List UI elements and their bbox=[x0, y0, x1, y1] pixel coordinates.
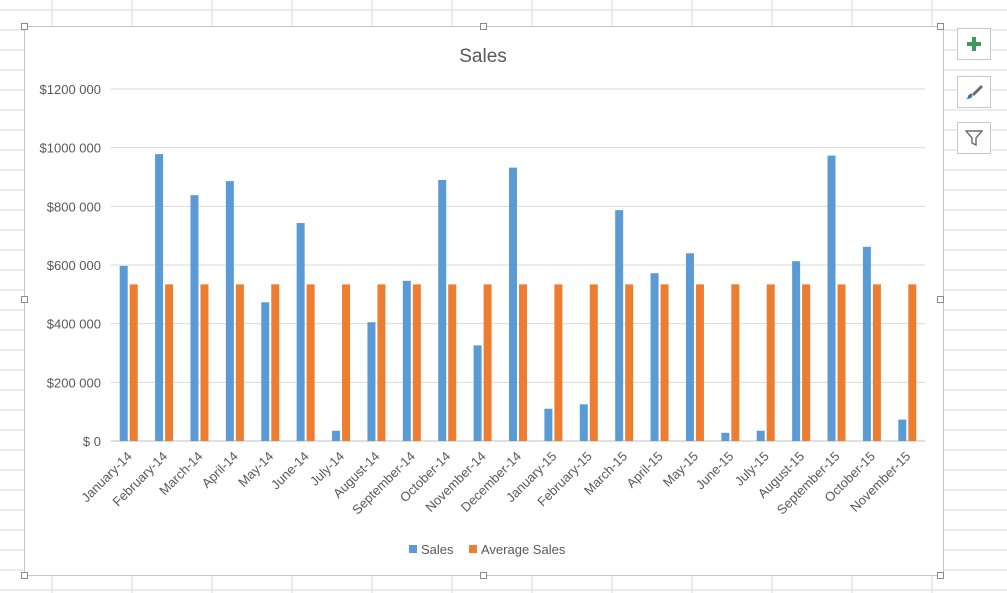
bar-sales[interactable] bbox=[190, 195, 199, 441]
plus-icon bbox=[967, 37, 981, 51]
bar-sales[interactable] bbox=[473, 345, 482, 441]
legend: Sales Average Sales bbox=[409, 542, 566, 557]
bar-sales[interactable] bbox=[898, 419, 907, 441]
bar-sales[interactable] bbox=[367, 322, 376, 441]
bar-average-sales[interactable] bbox=[342, 284, 351, 441]
y-tick-label: $1200 000 bbox=[40, 82, 101, 97]
chart-area[interactable]: $ 0 $200 000 $400 000 $600 000 $800 000 $1000… bbox=[24, 26, 944, 576]
chart-elements-button[interactable] bbox=[957, 28, 991, 60]
bar-average-sales[interactable] bbox=[731, 284, 740, 441]
bar-sales[interactable] bbox=[332, 430, 341, 441]
x-tick-label: April-15 bbox=[623, 449, 665, 491]
bar-average-sales[interactable] bbox=[589, 284, 598, 441]
resize-handle[interactable] bbox=[937, 23, 944, 30]
x-tick-label: June-15 bbox=[693, 449, 737, 493]
bars bbox=[119, 154, 917, 441]
legend-swatch bbox=[469, 545, 477, 553]
legend-label: Average Sales bbox=[481, 542, 566, 557]
legend-label: Sales bbox=[421, 542, 454, 557]
bar-average-sales[interactable] bbox=[519, 284, 527, 441]
x-tick-label: April-14 bbox=[199, 449, 241, 491]
bar-average-sales[interactable] bbox=[129, 284, 138, 441]
bar-average-sales[interactable] bbox=[554, 284, 563, 441]
bar-sales[interactable] bbox=[721, 432, 730, 441]
resize-handle[interactable] bbox=[21, 572, 28, 579]
bar-average-sales[interactable] bbox=[448, 284, 457, 441]
resize-handle[interactable] bbox=[937, 572, 944, 579]
bar-average-sales[interactable] bbox=[271, 284, 280, 441]
bar-sales[interactable] bbox=[402, 280, 411, 441]
bar-sales[interactable] bbox=[862, 246, 871, 441]
chart-canvas: $ 0 $200 000 $400 000 $600 000 $800 000 $1000… bbox=[40, 46, 925, 557]
y-tick-label: $ 0 bbox=[83, 434, 101, 449]
bar-average-sales[interactable] bbox=[483, 284, 492, 441]
bar-average-sales[interactable] bbox=[695, 284, 704, 441]
y-tick-label: $200 000 bbox=[47, 375, 101, 390]
bar-sales[interactable] bbox=[792, 261, 801, 441]
bar-average-sales[interactable] bbox=[200, 284, 209, 441]
bar-sales[interactable] bbox=[509, 167, 517, 441]
bar-sales[interactable] bbox=[119, 265, 128, 441]
bar-sales[interactable] bbox=[827, 155, 836, 441]
x-axis-ticks: January-14February-14March-14April-14May… bbox=[78, 449, 913, 518]
bar-sales[interactable] bbox=[438, 179, 447, 441]
y-tick-label: $600 000 bbox=[47, 258, 101, 273]
resize-handle[interactable] bbox=[480, 572, 487, 579]
bar-average-sales[interactable] bbox=[235, 284, 244, 441]
y-tick-label: $400 000 bbox=[47, 317, 101, 332]
chart-styles-button[interactable] bbox=[957, 76, 991, 108]
bar-average-sales[interactable] bbox=[377, 284, 386, 441]
bar-average-sales[interactable] bbox=[625, 284, 634, 441]
bar-sales[interactable] bbox=[544, 408, 553, 441]
paintbrush-icon bbox=[966, 85, 983, 99]
bar-sales[interactable] bbox=[650, 273, 659, 441]
x-tick-label: June-14 bbox=[268, 449, 312, 493]
bar-average-sales[interactable] bbox=[837, 284, 846, 441]
bar-average-sales[interactable] bbox=[908, 284, 917, 441]
resize-handle[interactable] bbox=[480, 23, 487, 30]
y-tick-label: $1000 000 bbox=[40, 141, 101, 156]
bar-sales[interactable] bbox=[225, 181, 234, 441]
bar-average-sales[interactable] bbox=[412, 284, 421, 441]
bar-sales[interactable] bbox=[155, 154, 164, 441]
bar-average-sales[interactable] bbox=[802, 284, 811, 441]
bar-sales[interactable] bbox=[296, 223, 305, 441]
bar-sales[interactable] bbox=[261, 302, 270, 441]
bar-sales[interactable] bbox=[579, 404, 588, 441]
bar-sales[interactable] bbox=[756, 430, 765, 441]
bar-average-sales[interactable] bbox=[766, 284, 775, 441]
bar-average-sales[interactable] bbox=[165, 284, 174, 441]
chart-filters-button[interactable] bbox=[957, 122, 991, 154]
filter-icon bbox=[965, 130, 983, 147]
bar-sales[interactable] bbox=[615, 210, 624, 441]
bar-average-sales[interactable] bbox=[660, 284, 669, 441]
legend-swatch bbox=[409, 545, 417, 553]
bar-average-sales[interactable] bbox=[872, 284, 881, 441]
bar-average-sales[interactable] bbox=[306, 284, 315, 441]
bar-sales[interactable] bbox=[685, 253, 694, 441]
resize-handle[interactable] bbox=[937, 296, 944, 303]
gridlines bbox=[111, 88, 925, 442]
y-tick-label: $800 000 bbox=[47, 199, 101, 214]
resize-handle[interactable] bbox=[21, 23, 28, 30]
chart-title: Sales bbox=[459, 46, 507, 67]
y-axis-ticks: $ 0 $200 000 $400 000 $600 000 $800 000 $1000… bbox=[40, 82, 101, 449]
resize-handle[interactable] bbox=[21, 296, 28, 303]
